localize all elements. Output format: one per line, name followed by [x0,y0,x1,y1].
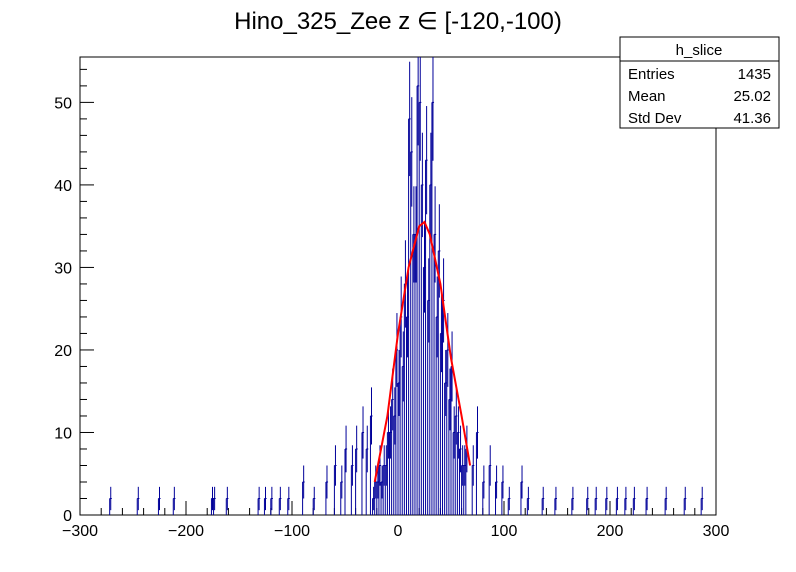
chart-title: Hino_325_Zee z ∈ [-120,-100) [234,8,562,35]
y-tick-label: 40 [54,178,72,195]
y-tick-label: 50 [54,95,72,112]
y-tick-label: 20 [54,343,72,360]
x-tick-label: 100 [491,523,518,540]
y-tick-label: 30 [54,260,72,277]
x-tick-label: −200 [168,523,204,540]
stats-entries-value: 1435 [738,66,771,83]
stats-stddev-label: Std Dev [628,110,682,127]
stats-box-frame [619,36,780,129]
stats-entries-label: Entries [628,66,675,83]
stats-mean-label: Mean [628,88,666,105]
stats-box-name: h_slice [676,42,723,59]
y-tick-label: 0 [63,508,72,525]
x-tick-label: −300 [62,523,98,540]
x-tick-label: 300 [703,523,730,540]
x-tick-label: 0 [394,523,403,540]
stats-mean-value: 25.02 [733,88,771,105]
fit-curve [373,220,472,483]
y-axis: 0 10 20 30 40 50 [54,68,94,525]
y-tick-label: 10 [54,425,72,442]
x-tick-label: 200 [597,523,624,540]
x-axis: −300 −200 −100 0 100 200 300 [62,501,729,540]
histogram-bars [109,57,704,515]
stats-box: h_slice Entries 1435 Mean 25.02 Std Dev … [619,36,780,129]
x-tick-label: −100 [274,523,310,540]
stats-stddev-value: 41.36 [733,110,771,127]
